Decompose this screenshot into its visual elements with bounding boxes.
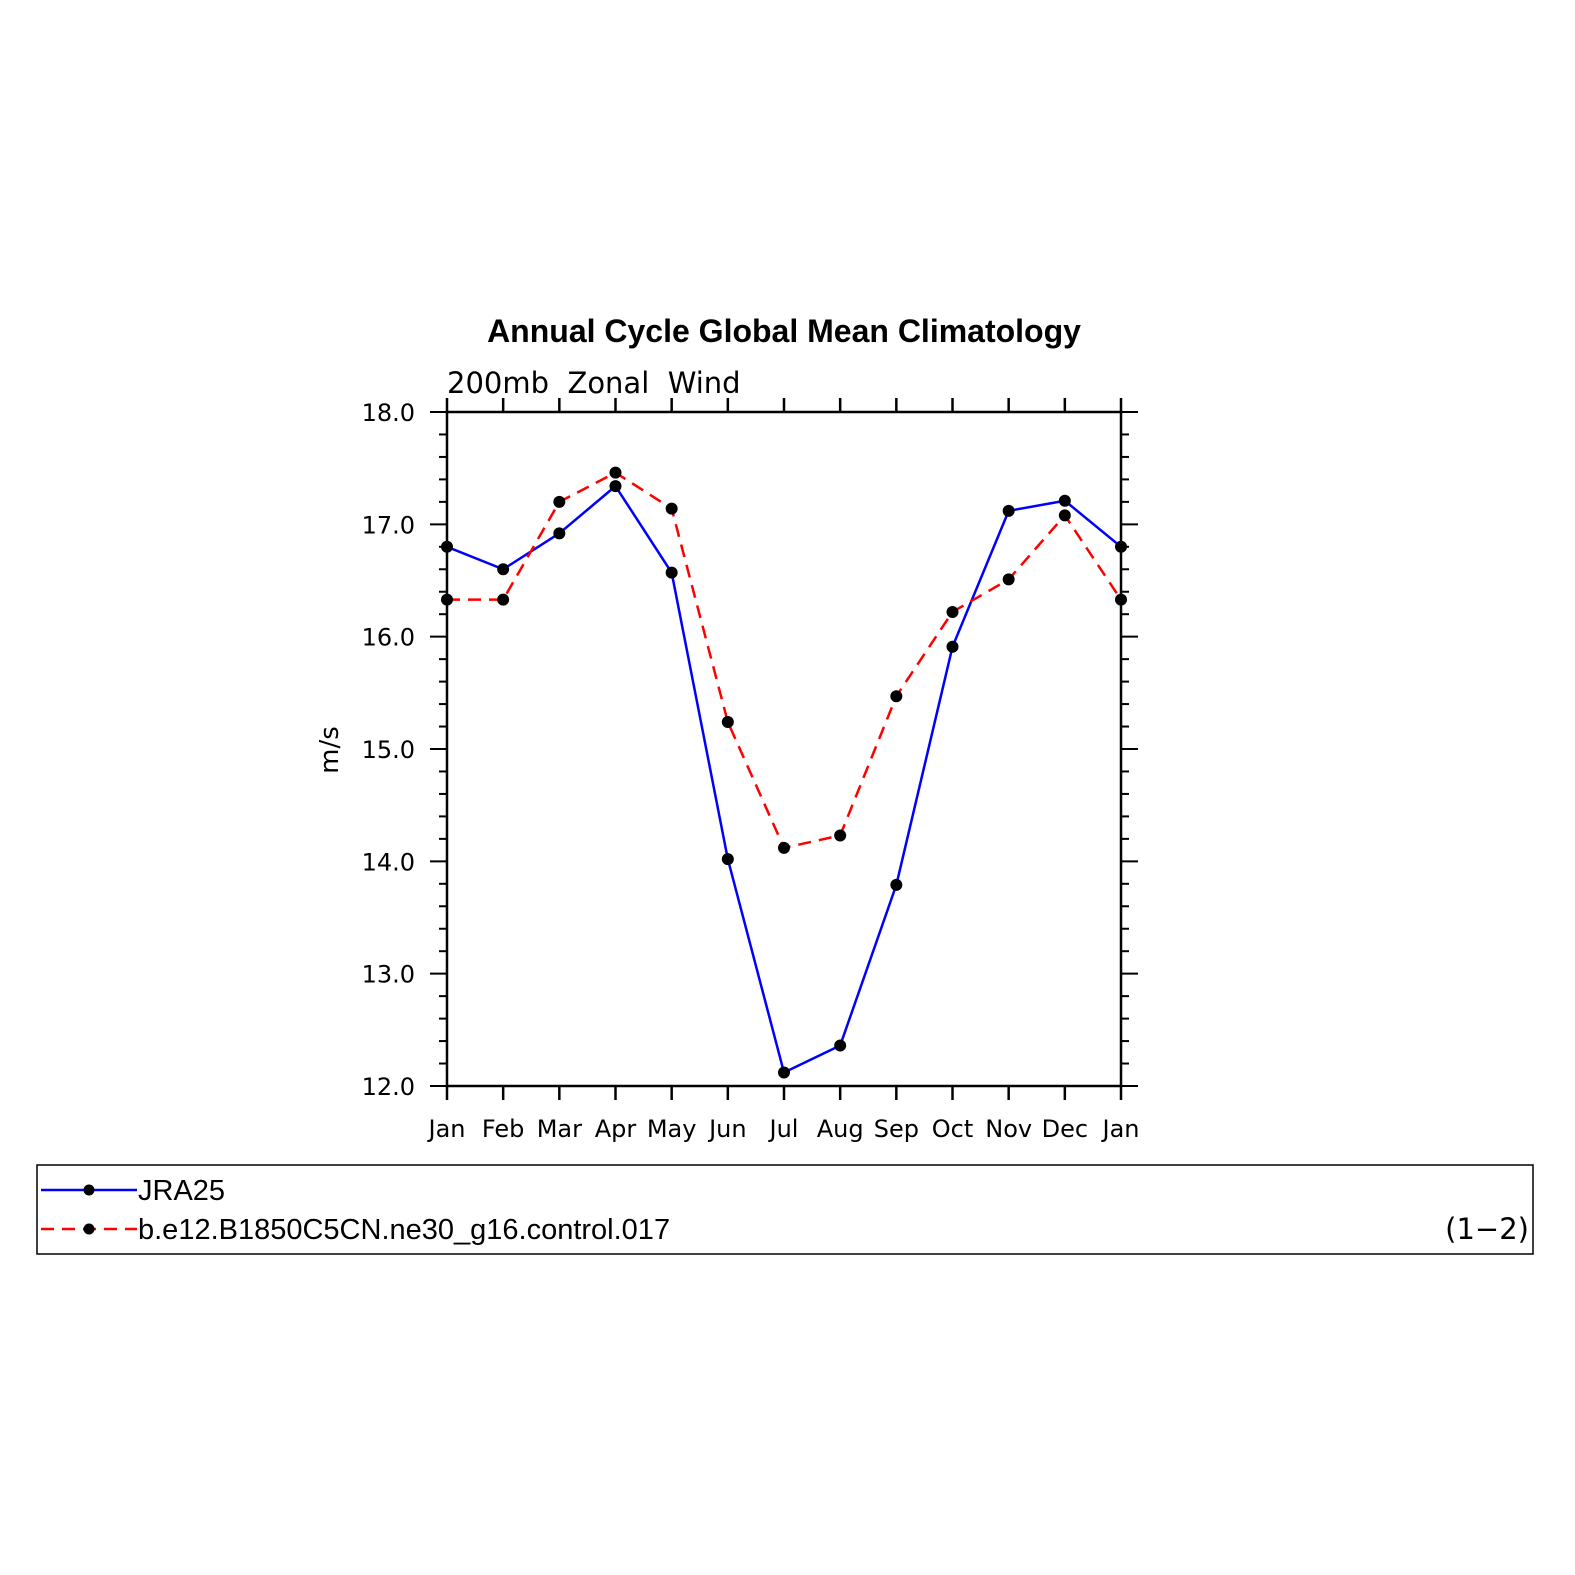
data-point	[946, 605, 959, 618]
x-tick-label: May	[647, 1115, 697, 1143]
legend-label-model: b.e12.B1850C5CN.ne30_g16.control.017	[138, 1214, 670, 1246]
series-1	[441, 466, 1127, 854]
legend-label-jra25: JRA25	[138, 1175, 225, 1207]
x-tick-label: Apr	[595, 1115, 637, 1143]
data-point	[609, 466, 622, 479]
series-line	[447, 471, 1123, 850]
y-axis-label: m/s	[315, 726, 345, 774]
axis-ticks: Jan Feb Mar Apr May Jun Jul Aug Sep Oct Nov Dec Jan 1…	[362, 398, 1140, 1143]
panel-label: (1−2)	[1445, 1212, 1529, 1246]
data-point	[721, 853, 734, 866]
data-point	[497, 563, 510, 576]
legend: JRA25 b.e12.B1850C5CN.ne30_g16.control.0…	[36, 1164, 1534, 1255]
x-tick-label: Nov	[985, 1115, 1032, 1143]
data-point	[1002, 573, 1015, 586]
x-tick-label: Oct	[932, 1115, 974, 1143]
data-point	[441, 593, 453, 606]
data-point	[1115, 593, 1127, 606]
legend-marker-model	[83, 1223, 95, 1235]
plot-frame	[445, 410, 1123, 1088]
series-0	[441, 480, 1127, 1079]
y-tick-label: 12.0	[362, 1073, 415, 1101]
x-tick-label: Jan	[427, 1115, 466, 1143]
data-point	[497, 593, 510, 606]
x-tick-label: Mar	[537, 1115, 582, 1143]
data-point	[609, 480, 622, 493]
x-tick-label: Jan	[1101, 1115, 1140, 1143]
x-tick-label: Sep	[874, 1115, 919, 1143]
y-tick-label: 15.0	[362, 736, 415, 764]
legend-entry-jra25: JRA25	[41, 1175, 225, 1207]
x-tick-label: Dec	[1042, 1115, 1088, 1143]
y-tick-label: 16.0	[362, 624, 415, 652]
x-tick-label: Feb	[482, 1115, 525, 1143]
data-point	[890, 690, 903, 703]
data-point	[890, 878, 903, 891]
plot-border	[445, 410, 1123, 1088]
legend-marker-jra25	[83, 1184, 95, 1196]
y-tick-label: 14.0	[362, 848, 415, 876]
data-point	[1058, 494, 1071, 507]
data-point	[721, 716, 734, 729]
y-tick-label: 13.0	[362, 961, 415, 989]
data-point	[834, 829, 847, 842]
y-tick-label: 18.0	[362, 399, 415, 427]
y-tick-label: 17.0	[362, 511, 415, 539]
series-layer	[441, 466, 1127, 1079]
legend-entry-model: b.e12.B1850C5CN.ne30_g16.control.017	[41, 1214, 670, 1246]
data-point	[946, 640, 959, 653]
data-point	[553, 495, 566, 508]
x-tick-label: Aug	[817, 1115, 864, 1143]
data-point	[665, 502, 678, 515]
data-point	[834, 1039, 847, 1052]
legend-box	[36, 1164, 1534, 1255]
chart-title: Annual Cycle Global Mean Climatology	[487, 313, 1081, 349]
data-point	[553, 527, 566, 540]
data-point	[1058, 509, 1071, 522]
series-line	[446, 484, 1122, 1074]
data-point	[665, 566, 678, 579]
chart-subtitle: 200mb Zonal Wind	[447, 366, 741, 400]
data-point	[778, 841, 790, 854]
data-point	[1002, 504, 1015, 517]
x-tick-label: Jun	[707, 1115, 747, 1143]
x-tick-label: Jul	[768, 1115, 799, 1143]
data-point	[778, 1066, 790, 1079]
